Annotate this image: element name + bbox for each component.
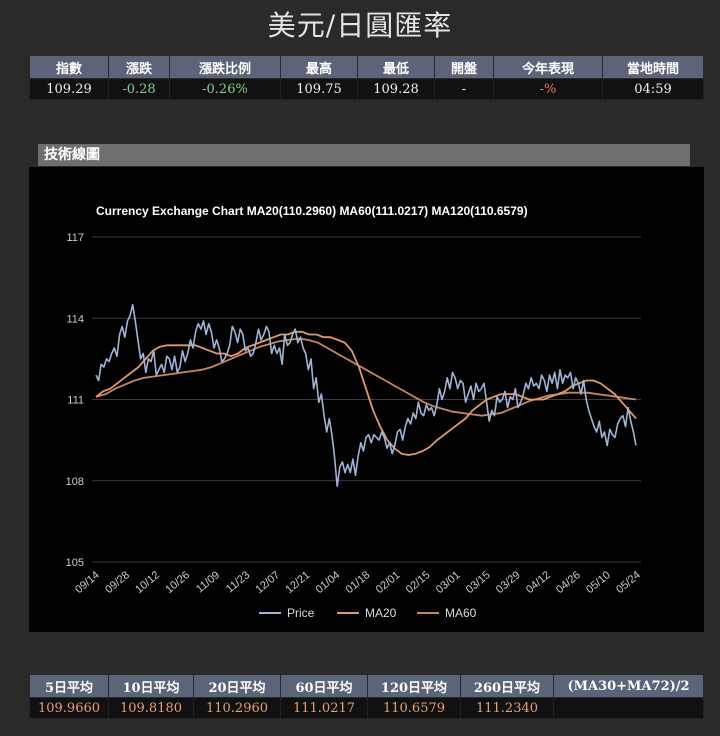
chart-grid [92,236,641,563]
value-index: 109.29 [29,78,109,100]
x-tick-label: 10/26 [163,569,192,596]
header-ytd: 今年表現 [493,55,603,79]
value-ma260: 111.2340 [460,697,554,719]
header-ma260: 260日平均 [460,674,554,698]
averages-value-row: 109.9660 109.8180 110.2960 111.0217 110.… [29,697,704,719]
page-title: 美元/日圓匯率 [267,9,453,42]
series-line-price [95,303,637,488]
series-line-ma20 [95,330,637,456]
value-low: 109.28 [357,78,435,100]
header-ma120: 120日平均 [367,674,461,698]
x-tick-label: 11/23 [224,569,252,595]
y-tick-label: 108 [66,476,84,488]
x-tick-label: 02/15 [404,569,433,596]
x-tick-label: 03/15 [464,569,493,596]
series-line-ma60 [95,337,637,417]
header-open: 開盤 [434,55,494,79]
value-change: -0.28 [108,78,170,100]
value-open: - [434,78,494,100]
exchange-rate-chart: Currency Exchange Chart MA20(110.2960) M… [66,204,643,620]
x-tick-label: 12/07 [253,569,282,596]
value-ma10: 109.8180 [108,697,194,719]
header-ma20: 20日平均 [193,674,281,698]
header-ma5: 5日平均 [29,674,109,698]
legend-label: Price [287,606,315,620]
averages-header-row: 5日平均 10日平均 20日平均 60日平均 120日平均 260日平均 (MA… [29,674,704,698]
quote-header-row: 指數 漲跌 漲跌比例 最高 最低 開盤 今年表現 當地時間 [29,55,704,79]
x-tick-label: 03/29 [494,569,523,596]
x-tick-label: 04/12 [524,569,553,596]
section-title: 技術線圖 [38,144,690,166]
quote-table: 指數 漲跌 漲跌比例 最高 最低 開盤 今年表現 當地時間 109.29 -0.… [29,55,704,100]
value-change-pct: -0.26% [169,78,281,100]
x-tick-label: 09/28 [103,569,132,596]
header-ma60: 60日平均 [280,674,368,698]
x-tick-label: 01/04 [314,569,343,596]
chart-series [95,303,637,488]
quote-value-row: 109.29 -0.28 -0.26% 109.75 109.28 - -% 0… [29,78,704,100]
header-high: 最高 [280,55,358,79]
value-ma5: 109.9660 [29,697,109,719]
x-tick-label: 09/14 [73,569,102,596]
y-tick-label: 105 [66,557,84,569]
header-low: 最低 [357,55,435,79]
chart-legend: Price MA20 MA60 [259,606,477,620]
x-tick-label: 10/12 [133,569,162,596]
header-local-time: 當地時間 [602,55,704,79]
header-index: 指數 [29,55,109,79]
y-tick-label: 111 [67,395,84,407]
value-ytd: -% [493,78,603,100]
header-ma10: 10日平均 [108,674,194,698]
y-tick-label: 117 [66,232,84,244]
x-tick-label: 05/24 [614,569,643,596]
x-tick-label: 12/21 [284,569,313,596]
x-tick-label: 02/01 [374,569,403,596]
value-high: 109.75 [280,78,358,100]
legend-label: MA60 [445,606,477,620]
chart-container: Currency Exchange Chart MA20(110.2960) M… [29,167,704,632]
value-ma60: 111.0217 [280,697,368,719]
chart-title: Currency Exchange Chart MA20(110.2960) M… [96,204,528,218]
header-ma30-72: (MA30+MA72)/2 [553,674,704,698]
x-tick-label: 05/10 [584,569,613,596]
value-ma120: 110.6579 [367,697,461,719]
x-tick-label: 04/26 [554,569,583,596]
x-axis: 09/14 09/28 10/12 10/26 11/09 11/23 12/07 12/21… [73,569,643,596]
value-ma30-72 [553,697,704,719]
legend-label: MA20 [365,606,397,620]
header-change-pct: 漲跌比例 [169,55,281,79]
header-change: 漲跌 [108,55,170,79]
value-local-time: 04:59 [602,78,704,100]
x-tick-label: 03/01 [434,569,463,596]
value-ma20: 110.2960 [193,697,281,719]
x-tick-label: 11/09 [194,569,222,595]
y-tick-label: 114 [66,313,84,325]
y-axis: 105 108 111 114 117 [66,232,84,569]
x-tick-label: 01/18 [344,569,373,596]
averages-table: 5日平均 10日平均 20日平均 60日平均 120日平均 260日平均 (MA… [29,674,704,719]
